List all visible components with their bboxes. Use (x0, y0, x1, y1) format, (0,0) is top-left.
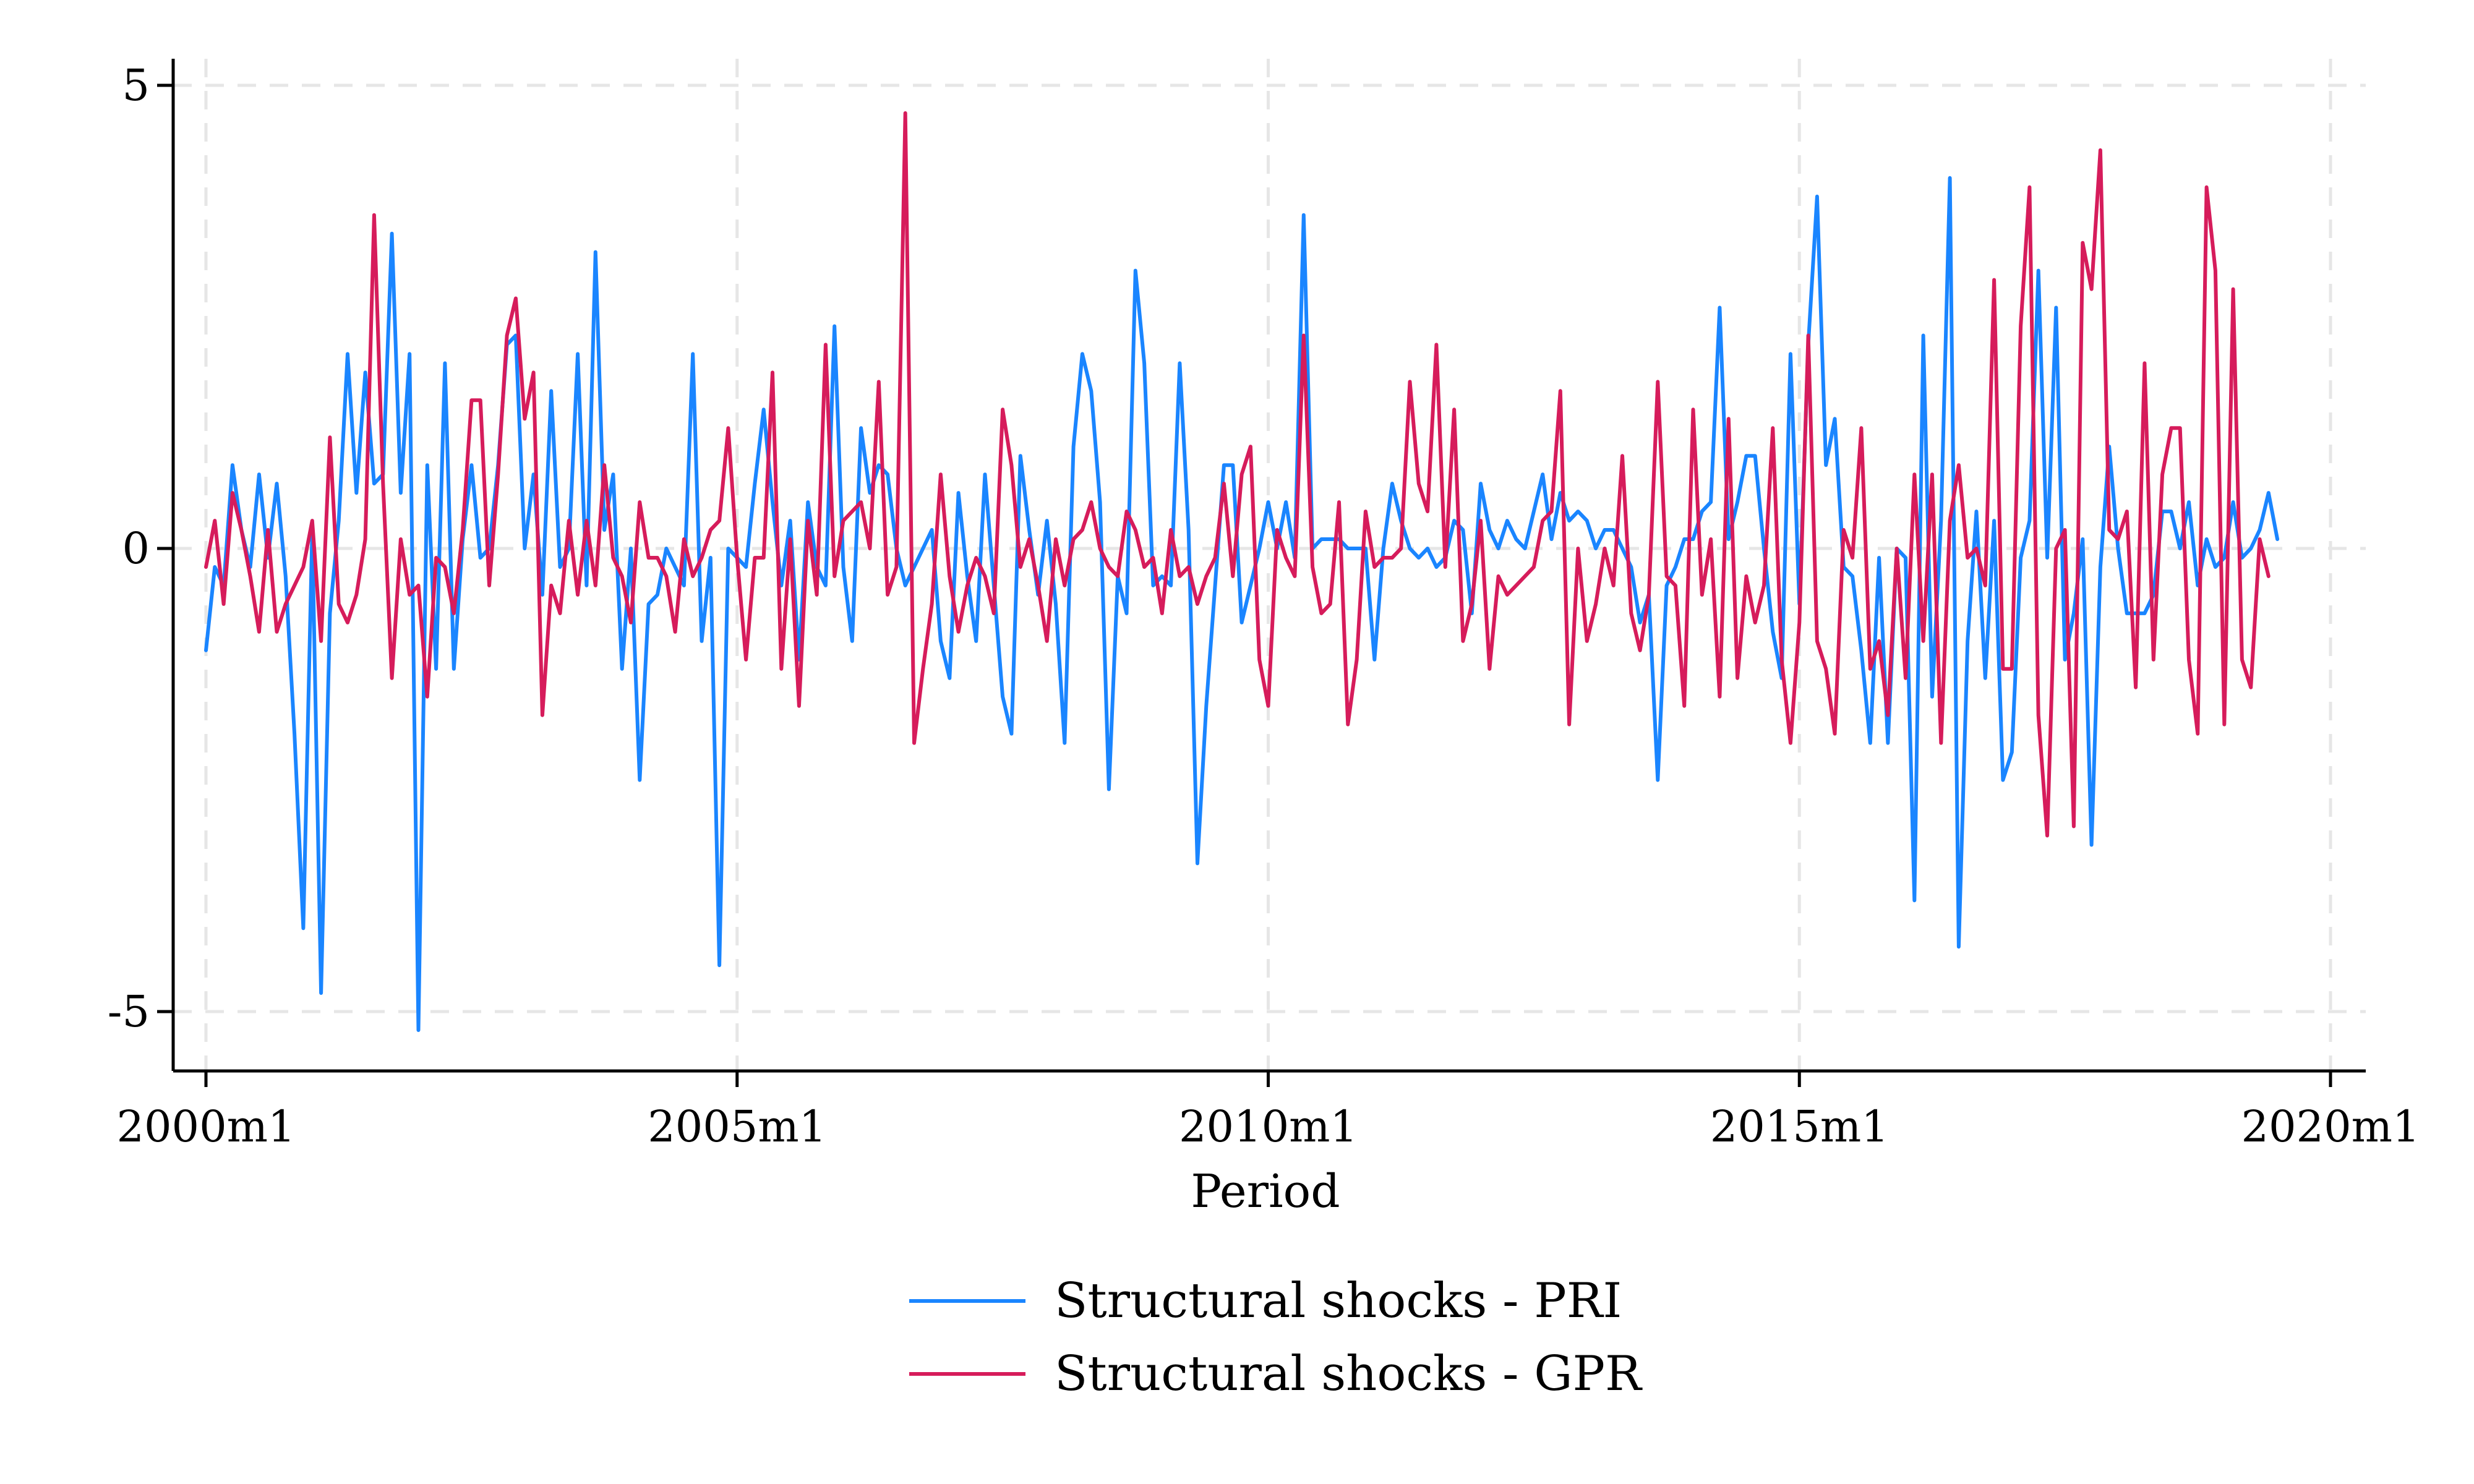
axes: 5 0 -5 2000m1 2005m1 2010m1 2015m1 2020m1 (108, 59, 2420, 1152)
y-tick-label: -5 (108, 986, 150, 1037)
series-line-gpr (204, 111, 2271, 838)
legend: Structural shocks - PRI Structural shock… (909, 1273, 1643, 1402)
x-tick-label: 2005m1 (648, 1101, 826, 1152)
x-axis-title: Period (1191, 1165, 1340, 1218)
x-tick-label: 2010m1 (1179, 1101, 1358, 1152)
y-tick-label: 5 (122, 60, 150, 111)
x-tick-label: 2015m1 (1710, 1101, 1889, 1152)
x-tick-label: 2020m1 (2241, 1101, 2420, 1152)
series-line-pri (204, 176, 2280, 1032)
legend-label-pri: Structural shocks - PRI (1055, 1273, 1622, 1329)
y-tick-label: 0 (122, 523, 150, 574)
plot-area (204, 111, 2280, 1032)
x-tick-label: 2000m1 (116, 1101, 295, 1152)
legend-label-gpr: Structural shocks - GPR (1055, 1346, 1643, 1402)
